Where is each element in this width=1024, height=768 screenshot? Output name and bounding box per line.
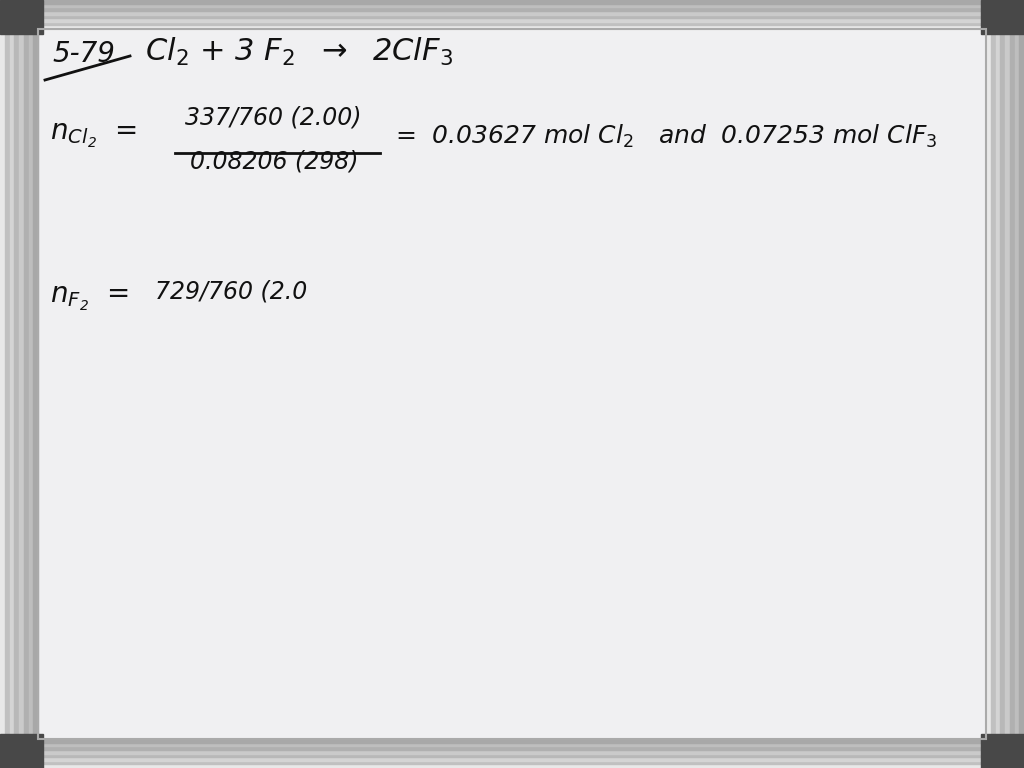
Text: 729/760 (2.0: 729/760 (2.0 — [155, 279, 307, 303]
Bar — [38, 25, 986, 29]
Bar — [29, 29, 33, 739]
Bar — [995, 29, 1000, 739]
Text: 5-79: 5-79 — [52, 40, 115, 68]
Bar — [38, 7, 986, 11]
Bar — [38, 753, 986, 757]
Bar — [1010, 29, 1015, 739]
Bar — [38, 743, 986, 746]
Bar — [981, 0, 1024, 34]
Text: Cl$_2$ + 3 F$_2$  $\rightarrow$  2ClF$_3$: Cl$_2$ + 3 F$_2$ $\rightarrow$ 2ClF$_3$ — [145, 36, 453, 68]
Bar — [981, 734, 1024, 768]
Bar — [38, 761, 986, 764]
Bar — [38, 0, 986, 4]
Text: n$_{\mathregular{Cl_2}}$  =: n$_{\mathregular{Cl_2}}$ = — [50, 122, 137, 150]
Bar — [38, 739, 986, 743]
Bar — [38, 18, 986, 22]
Bar — [0, 734, 43, 768]
Bar — [986, 29, 991, 739]
Bar — [38, 11, 986, 15]
Text: 0.08206 (298): 0.08206 (298) — [190, 149, 358, 173]
Bar — [38, 15, 986, 18]
Bar — [24, 29, 29, 739]
Bar — [1015, 29, 1019, 739]
Bar — [1000, 29, 1005, 739]
Bar — [14, 29, 19, 739]
Text: n$_{\mathregular{F_2}}$  =: n$_{\mathregular{F_2}}$ = — [50, 285, 129, 313]
Text: 337/760 (2.00): 337/760 (2.00) — [185, 106, 361, 130]
Bar — [19, 29, 24, 739]
Bar — [0, 0, 43, 34]
Bar — [1019, 29, 1024, 739]
Bar — [1005, 29, 1010, 739]
Bar — [38, 746, 986, 750]
Bar — [38, 4, 986, 7]
Bar — [5, 29, 9, 739]
Bar — [9, 29, 14, 739]
Bar — [38, 750, 986, 753]
Bar — [991, 29, 995, 739]
Bar — [38, 764, 986, 768]
Bar — [38, 757, 986, 761]
Bar — [38, 22, 986, 25]
Text: =  0.03627 mol Cl$_2$   and  0.07253 mol ClF$_3$: = 0.03627 mol Cl$_2$ and 0.07253 mol ClF… — [395, 123, 938, 150]
Bar — [0, 29, 5, 739]
Bar — [33, 29, 38, 739]
